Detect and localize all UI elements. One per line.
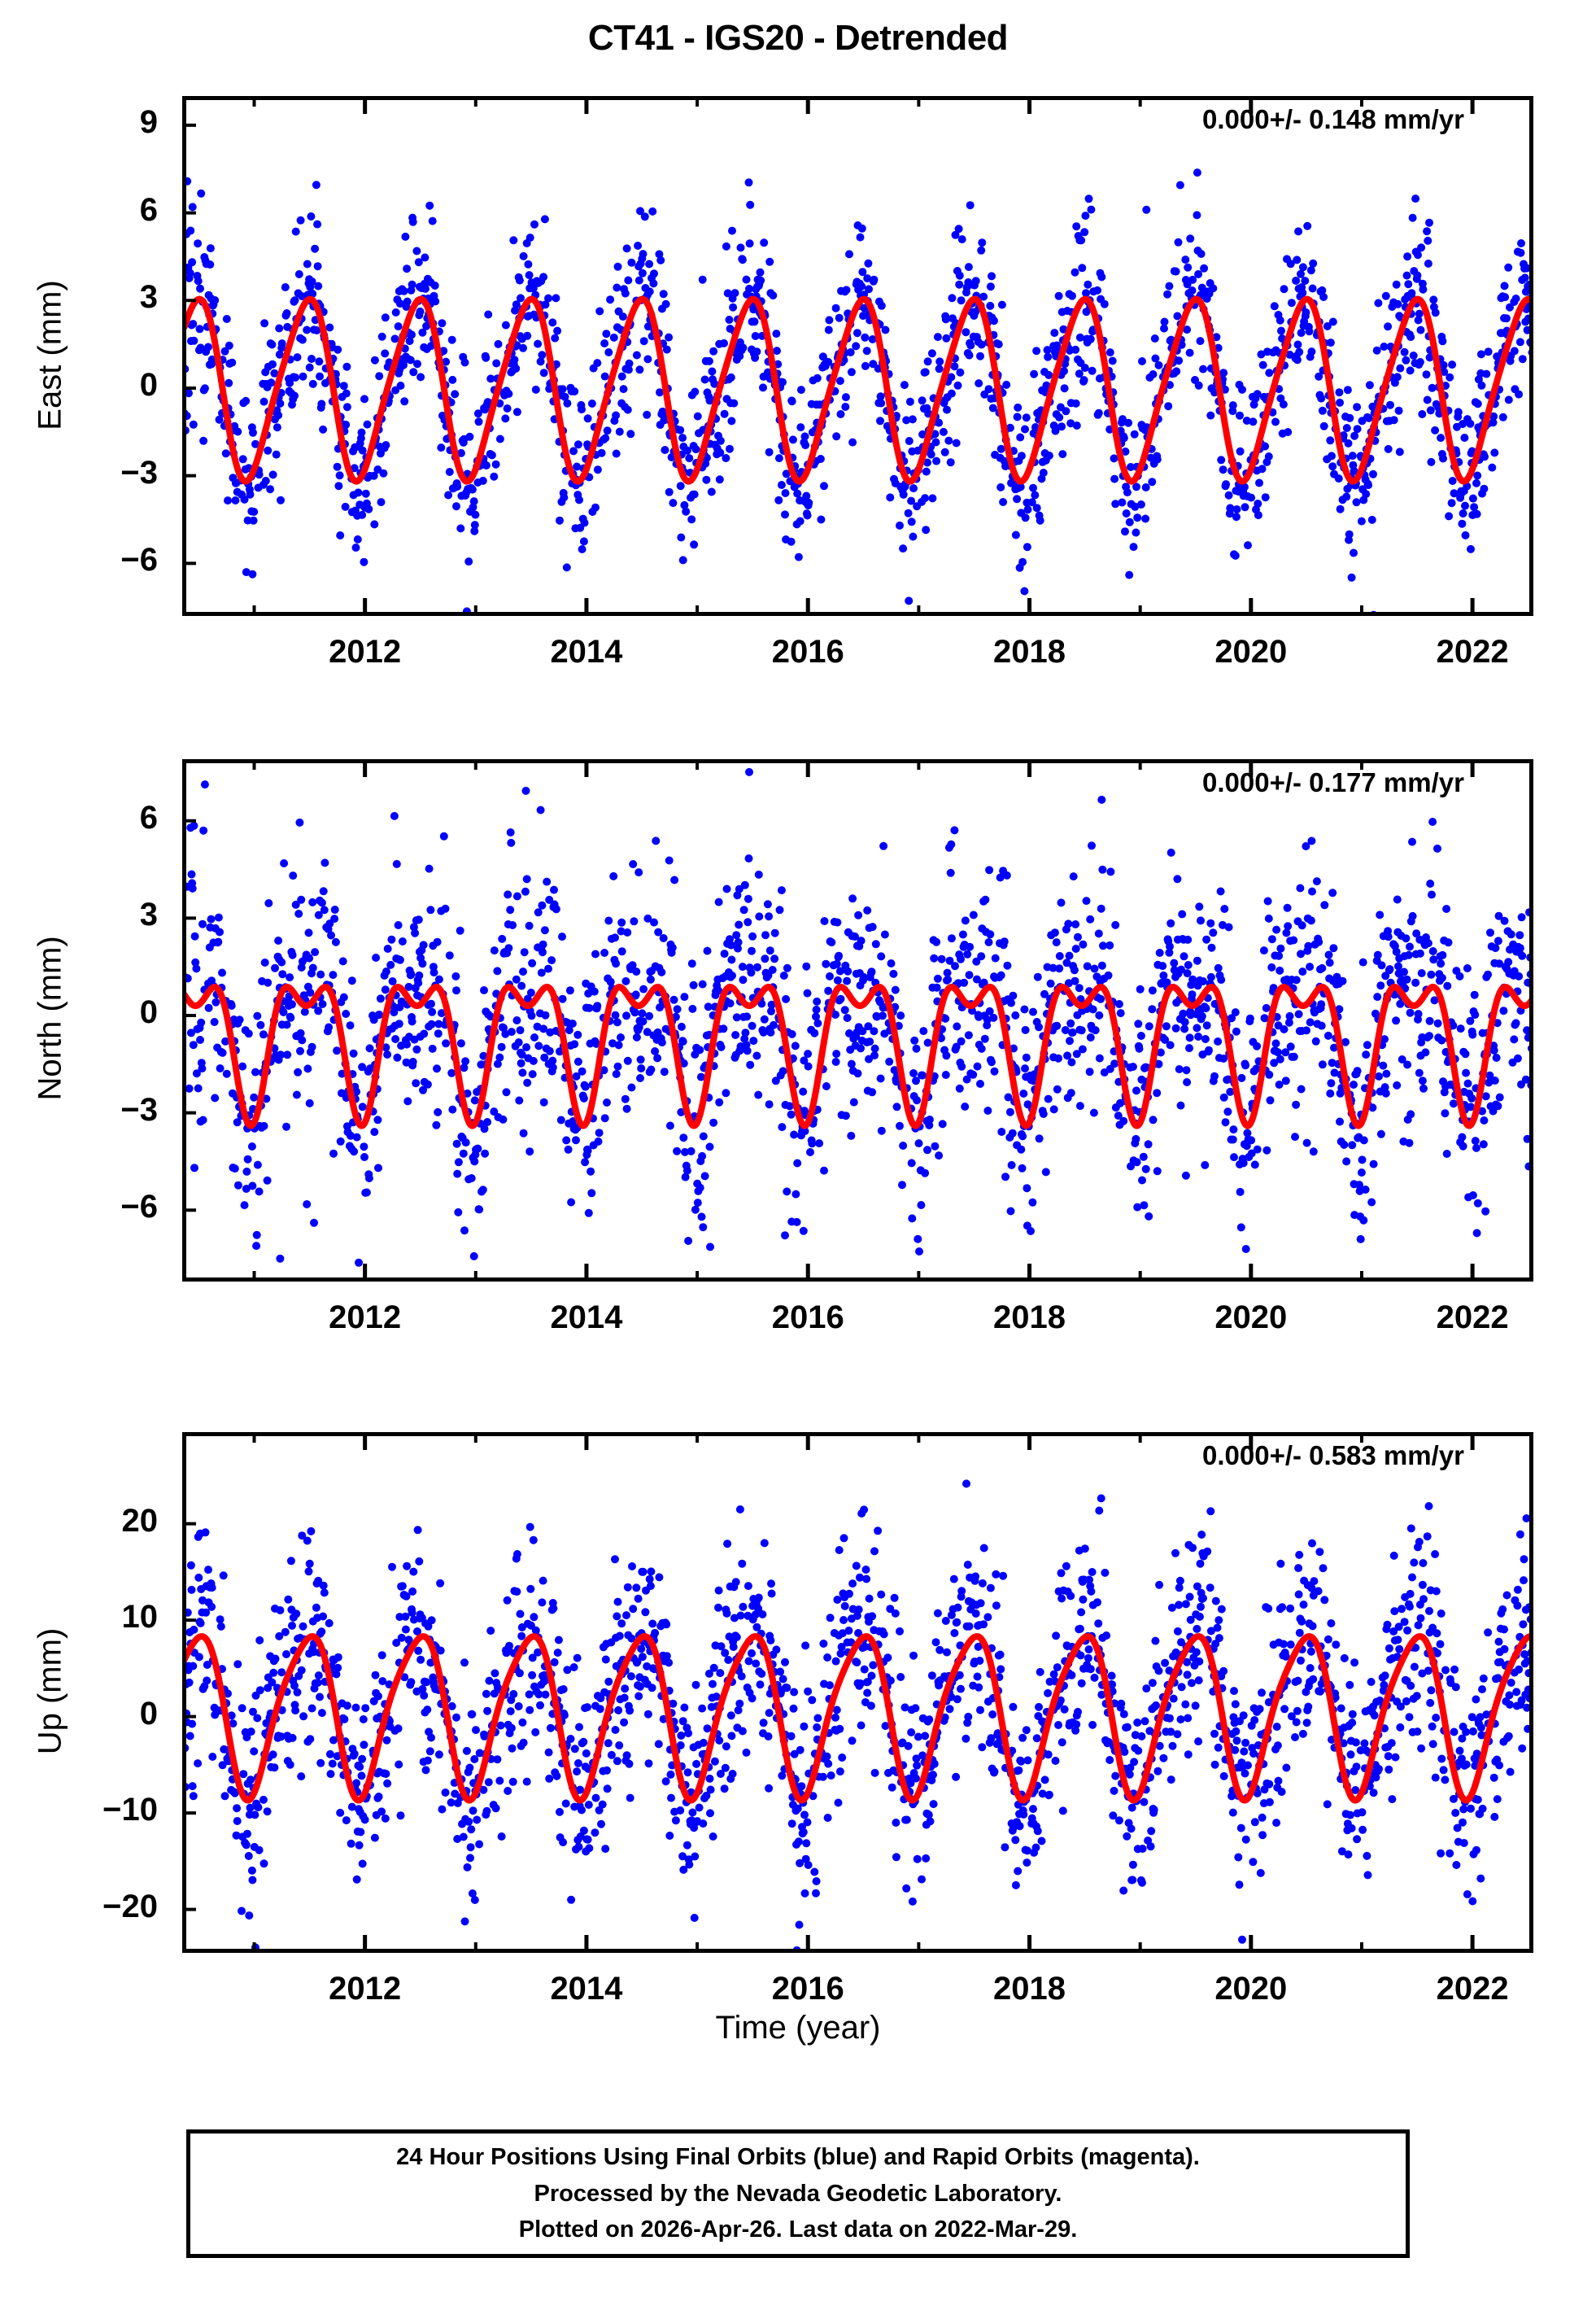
y-tick-label: 3 xyxy=(139,897,158,933)
x-tick-label: 2020 xyxy=(1214,1971,1288,2007)
y-tick-label: −20 xyxy=(102,1888,158,1924)
y-tick-label: 20 xyxy=(121,1502,159,1539)
x-axis-label: Time (year) xyxy=(715,2010,881,2046)
x-tick-label: 2022 xyxy=(1436,634,1509,670)
footer-line: Processed by the Nevada Geodetic Laborat… xyxy=(534,2180,1062,2207)
y-axis-label-east: East (mm) xyxy=(32,279,68,430)
x-tick-label: 2018 xyxy=(993,634,1066,670)
y-tick-label: 0 xyxy=(139,1695,158,1732)
y-tick-label: −6 xyxy=(120,1189,158,1225)
plot-panel-up xyxy=(182,1432,1533,1953)
x-tick-label: 2012 xyxy=(329,1971,402,2007)
rate-annotation-up: 0.000+/- 0.583 mm/yr xyxy=(1202,1440,1464,1470)
y-tick-label: 6 xyxy=(139,191,158,228)
rate-annotation-north: 0.000+/- 0.177 mm/yr xyxy=(1202,767,1464,797)
model-fit-curve xyxy=(182,1633,1533,1804)
plot-frame xyxy=(182,96,1533,616)
y-tick-label: 9 xyxy=(139,103,158,140)
page-title: CT41 - IGS20 - Detrended xyxy=(587,18,1009,58)
y-tick-label: 3 xyxy=(139,279,158,316)
y-tick-label: −10 xyxy=(102,1792,158,1828)
x-tick-label: 2020 xyxy=(1214,634,1288,670)
y-tick-label: −3 xyxy=(120,454,158,491)
plot-canvas-north xyxy=(182,759,1533,1282)
plot-frame xyxy=(182,759,1533,1282)
x-tick-label: 2014 xyxy=(550,1299,623,1335)
y-axis-label-up: Up (mm) xyxy=(32,1627,68,1755)
plot-panel-north xyxy=(182,759,1533,1282)
rate-annotation-east: 0.000+/- 0.148 mm/yr xyxy=(1202,104,1464,134)
plot-canvas-east xyxy=(182,96,1533,616)
x-tick-label: 2016 xyxy=(771,1971,844,2007)
x-tick-label: 2012 xyxy=(329,634,402,670)
y-tick-label: 6 xyxy=(139,799,158,836)
plot-panel-east xyxy=(182,96,1533,616)
x-tick-label: 2016 xyxy=(771,634,844,670)
model-fit-curve xyxy=(182,295,1533,485)
x-tick-label: 2020 xyxy=(1214,1299,1288,1335)
footer-line: Plotted on 2026-Apr-26. Last data on 202… xyxy=(518,2216,1078,2243)
x-tick-label: 2014 xyxy=(550,634,623,670)
y-tick-label: −6 xyxy=(120,542,158,579)
x-tick-label: 2018 xyxy=(993,1971,1066,2007)
y-tick-label: 10 xyxy=(121,1599,159,1636)
x-tick-label: 2018 xyxy=(993,1299,1066,1335)
y-tick-label: 0 xyxy=(139,994,158,1031)
footer-note-box: 24 Hour Positions Using Final Orbits (bl… xyxy=(186,2129,1410,2258)
data-point-cloud xyxy=(182,168,1533,616)
plot-canvas-up xyxy=(182,1432,1533,1953)
y-tick-label: −3 xyxy=(120,1091,158,1128)
x-tick-label: 2012 xyxy=(329,1299,402,1335)
footer-line: 24 Hour Positions Using Final Orbits (bl… xyxy=(396,2143,1200,2170)
x-tick-label: 2014 xyxy=(550,1971,623,2007)
plot-frame xyxy=(182,1432,1533,1953)
y-axis-label-north: North (mm) xyxy=(32,936,68,1101)
x-tick-label: 2022 xyxy=(1436,1971,1509,2007)
model-fit-curve xyxy=(182,984,1533,1129)
x-tick-label: 2016 xyxy=(771,1299,844,1335)
x-tick-label: 2022 xyxy=(1436,1299,1509,1335)
y-tick-label: 0 xyxy=(139,366,158,403)
